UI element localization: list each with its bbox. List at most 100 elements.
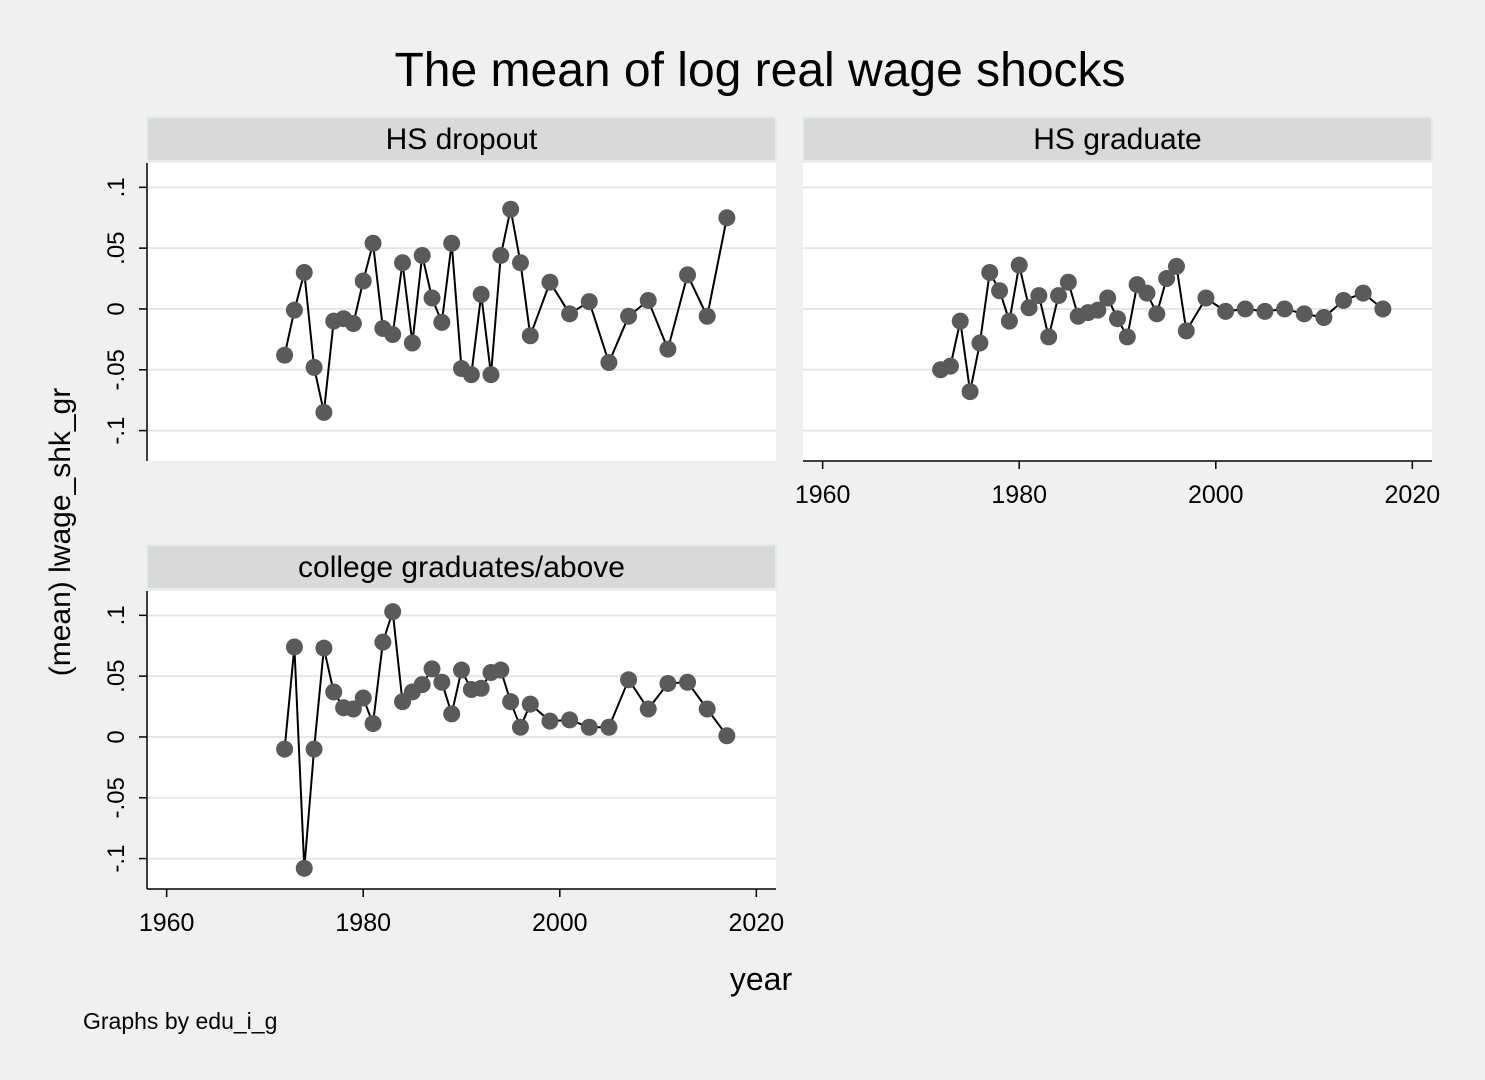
data-point: [423, 660, 441, 678]
y-tick-label: 0: [103, 302, 130, 315]
x-tick-label: 1980: [991, 481, 1047, 509]
panel-strip-label: HS dropout: [386, 123, 538, 156]
data-point: [354, 689, 372, 707]
data-point: [561, 305, 579, 323]
data-point: [1158, 270, 1176, 288]
data-point: [1109, 310, 1126, 328]
x-tick-label: 1980: [335, 909, 391, 937]
data-point: [698, 700, 716, 718]
data-point: [433, 313, 451, 331]
panels-layer: HS dropout -.1 -.05 0 .05 .1 HS graduate 1960 19…: [103, 116, 1441, 937]
y-tick-label: -.05: [103, 777, 130, 818]
data-point: [1010, 256, 1028, 274]
data-point: [971, 334, 989, 352]
data-point: [941, 357, 959, 375]
data-point: [639, 700, 657, 718]
data-point: [305, 358, 323, 376]
x-tick-label: 2020: [729, 909, 785, 937]
data-point: [453, 661, 470, 679]
data-point: [1138, 284, 1156, 302]
data-point: [315, 403, 333, 421]
data-point: [1020, 299, 1038, 317]
y-tick-label: 0: [103, 730, 130, 743]
data-point: [1236, 300, 1254, 318]
data-point: [1167, 257, 1185, 275]
data-point: [541, 273, 559, 291]
data-point: [620, 671, 638, 689]
data-point: [295, 263, 313, 281]
panel-0: HS dropout -.1 -.05 0 .05 .1: [103, 116, 777, 461]
data-point: [1354, 284, 1372, 302]
plot-area: [147, 591, 776, 889]
data-point: [285, 638, 303, 656]
data-point: [1030, 287, 1048, 305]
data-point: [1148, 305, 1166, 323]
data-point: [443, 705, 461, 723]
data-point: [462, 366, 480, 384]
data-point: [492, 246, 510, 264]
data-point: [276, 346, 294, 364]
data-point: [482, 366, 500, 384]
data-point: [276, 740, 294, 758]
chart-note: Graphs by edu_i_g: [83, 1008, 277, 1034]
data-point: [492, 661, 510, 679]
panel-strip: [146, 116, 777, 162]
data-point: [1217, 302, 1235, 320]
y-tick-label: .05: [103, 231, 130, 264]
data-point: [384, 603, 402, 621]
data-point: [325, 683, 343, 701]
data-point: [344, 315, 362, 333]
data-point: [364, 234, 382, 252]
data-point: [561, 711, 579, 729]
data-point: [502, 200, 520, 218]
x-tick-label: 1960: [795, 481, 851, 509]
data-point: [413, 246, 431, 264]
data-point: [285, 301, 303, 319]
data-point: [659, 340, 677, 358]
data-point: [1177, 322, 1195, 340]
panel-strip-label: HS graduate: [1033, 123, 1201, 156]
data-point: [403, 334, 421, 352]
data-point: [1000, 312, 1018, 330]
data-point: [1089, 301, 1107, 319]
panel-strip: [146, 544, 777, 590]
data-point: [1118, 328, 1136, 346]
data-point: [600, 718, 618, 736]
data-point: [620, 307, 638, 325]
data-point: [1256, 302, 1274, 320]
data-point: [659, 674, 677, 692]
data-point: [521, 695, 539, 713]
panel-1: HS graduate 1960 1980 2000 2020: [795, 116, 1441, 509]
data-point: [1059, 273, 1077, 291]
data-point: [961, 383, 979, 401]
data-point: [639, 291, 657, 309]
x-tick-label: 2020: [1385, 481, 1441, 509]
x-tick-label: 2000: [1188, 481, 1244, 509]
data-point: [541, 712, 559, 730]
y-tick-label: -.1: [103, 845, 130, 873]
data-point: [423, 289, 441, 307]
data-point: [679, 266, 697, 284]
data-point: [374, 633, 392, 651]
data-point: [502, 693, 520, 711]
plot-area: [147, 163, 776, 461]
panel-2: college graduates/above -.1 -.05 0 .05 .1 1960…: [103, 544, 785, 937]
data-point: [511, 254, 529, 272]
data-point: [981, 263, 999, 281]
panel-strip-label: college graduates/above: [298, 551, 625, 584]
data-point: [951, 312, 969, 330]
data-point: [394, 254, 412, 272]
chart-title: The mean of log real wage shocks: [394, 44, 1125, 97]
data-point: [1276, 300, 1294, 318]
y-tick-label: .1: [103, 605, 130, 625]
data-point: [580, 718, 598, 736]
data-point: [1295, 305, 1313, 323]
y-tick-label: .05: [103, 659, 130, 692]
data-point: [991, 282, 1009, 300]
data-point: [443, 234, 461, 252]
y-tick-label: .1: [103, 177, 130, 197]
y-axis-label: (mean) lwage_shk_gr: [44, 388, 77, 676]
x-tick-label: 1960: [139, 909, 195, 937]
data-point: [354, 272, 372, 290]
data-point: [1315, 308, 1333, 326]
